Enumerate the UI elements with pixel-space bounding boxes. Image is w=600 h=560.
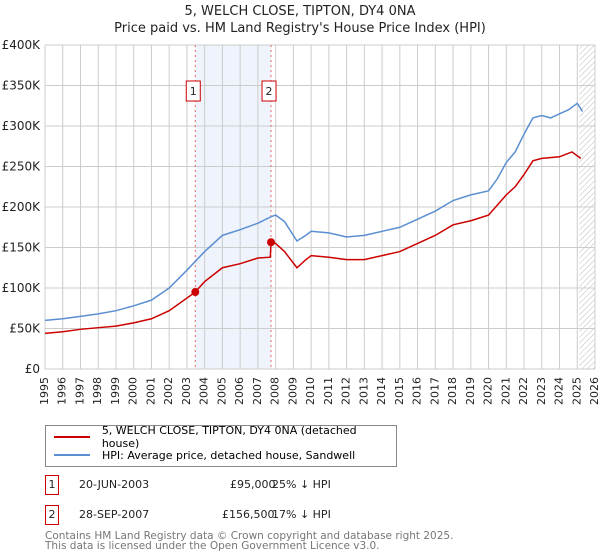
y-tick-label: £150K: [2, 241, 42, 255]
x-tick-label: 2017: [428, 377, 441, 405]
series-line: [44, 151, 582, 335]
x-tick-label: 2011: [322, 377, 335, 405]
footer-line: Contains HM Land Registry data © Crown c…: [45, 530, 454, 542]
sale-label: 2: [266, 85, 273, 98]
y-tick-label: £50K: [9, 322, 41, 336]
x-tick-label: 2013: [357, 377, 370, 405]
x-tick-label: 2016: [411, 377, 424, 405]
y-tick-label: £350K: [2, 79, 42, 93]
x-tick-label: 2007: [251, 377, 264, 405]
x-tick-label: 2026: [588, 377, 600, 405]
x-tick-label: 2003: [180, 377, 193, 405]
chart-title: 5, WELCH CLOSE, TIPTON, DY4 0NA: [184, 4, 416, 19]
x-tick-label: 2008: [269, 377, 282, 405]
x-tick-label: 2020: [482, 377, 495, 405]
x-tick-label: 2009: [286, 377, 299, 405]
sale-point: [191, 288, 200, 297]
legend: 5, WELCH CLOSE, TIPTON, DY4 0NA (detache…: [45, 424, 397, 467]
transaction-badge: 1: [45, 475, 59, 495]
transaction-hpi: 25% ↓ HPI: [272, 478, 331, 491]
chart-subtitle: Price paid vs. HM Land Registry's House …: [114, 21, 486, 36]
sale-label-box: [261, 80, 277, 102]
price-chart: 1995 1996 1997 1998 1999 2000 2001 2002 2003 2004…: [2, 38, 600, 405]
x-tick-label: 2005: [215, 377, 228, 405]
x-tick-label: 2004: [198, 377, 211, 405]
x-tick-label: 2001: [144, 377, 157, 405]
y-tick-label: £250K: [2, 160, 42, 174]
x-tick-label: 2010: [304, 377, 317, 405]
x-tick-label: 2019: [464, 377, 477, 405]
x-tick-label: 1996: [56, 377, 69, 405]
y-tick-label: £300K: [2, 119, 42, 133]
legend-label: 5, WELCH CLOSE, TIPTON, DY4 0NA (detache…: [101, 424, 357, 450]
transaction-price: £95,000: [230, 478, 276, 491]
x-tick-label: 2025: [570, 377, 583, 405]
x-tick-label: 2021: [499, 377, 512, 405]
x-tick-label: 2000: [127, 377, 140, 405]
y-tick-label: £0: [25, 362, 40, 376]
transaction-date: 28-SEP-2007: [79, 508, 150, 521]
y-tick-label: £100K: [2, 281, 42, 295]
x-tick-label: 2002: [162, 377, 175, 405]
legend-item-hpi: HPI: Average price, detached house, Sand…: [54, 447, 355, 463]
transaction-hpi: 17% ↓ HPI: [272, 508, 331, 521]
x-tick-label: 2024: [553, 377, 566, 405]
x-tick-label: 2023: [535, 377, 548, 405]
x-tick-label: 1999: [109, 377, 122, 405]
transaction-date: 20-JUN-2003: [79, 478, 150, 491]
y-tick-label: £400K: [2, 38, 42, 52]
legend-label: HPI: Average price, detached house, Sand…: [102, 448, 356, 462]
series-line: [44, 102, 584, 322]
y-tick-label: £200K: [2, 200, 42, 214]
x-tick-label: 2018: [446, 377, 459, 405]
sale-label-box: [185, 80, 201, 102]
sale-point: [267, 238, 276, 247]
sale-label: 1: [190, 85, 197, 98]
x-tick-label: 2015: [393, 377, 406, 405]
legend-item-property: 5, WELCH CLOSE, TIPTON, DY4 0NA (detache…: [54, 424, 396, 450]
x-tick-label: 2012: [340, 377, 353, 405]
x-tick-label: 1998: [91, 377, 104, 405]
x-tick-label: 1995: [38, 377, 51, 405]
footer-line: This data is licensed under the Open Gov…: [45, 540, 380, 552]
x-tick-label: 2022: [517, 377, 530, 405]
transaction-price: £156,500: [222, 508, 275, 521]
transaction-badge: 2: [45, 505, 59, 525]
x-tick-label: 2006: [233, 377, 246, 405]
x-tick-label: 1997: [73, 377, 86, 405]
x-tick-label: 2014: [375, 377, 388, 405]
footer: Contains HM Land Registry data © Crown c…: [45, 530, 454, 552]
